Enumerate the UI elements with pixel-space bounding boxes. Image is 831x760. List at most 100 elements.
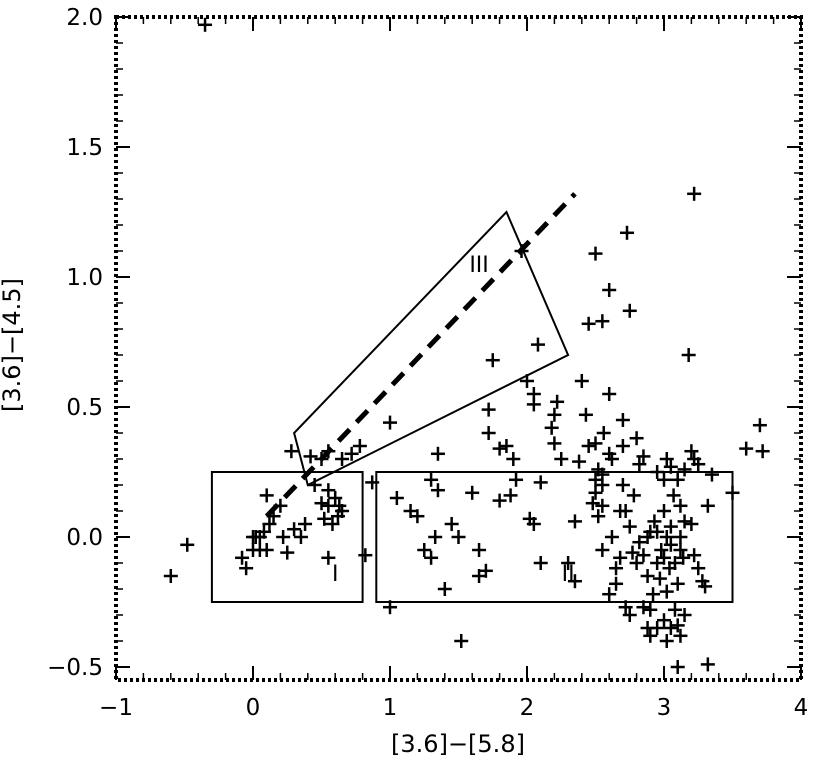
y-axis-title: [3.6]−[4.5] xyxy=(0,278,26,412)
data-point xyxy=(684,517,699,531)
data-point xyxy=(643,602,658,617)
data-point xyxy=(550,394,565,409)
data-point xyxy=(615,478,630,492)
data-point xyxy=(667,556,682,570)
data-point xyxy=(454,634,469,648)
data-point xyxy=(663,621,678,635)
region-I-label: I xyxy=(332,562,339,587)
data-point xyxy=(663,459,678,474)
data-point xyxy=(547,407,562,422)
data-point xyxy=(650,524,665,539)
data-point xyxy=(755,444,770,459)
data-point xyxy=(239,561,254,576)
data-point xyxy=(698,579,713,594)
data-point xyxy=(430,483,445,498)
data-point xyxy=(259,543,274,557)
data-point xyxy=(609,561,624,576)
data-point xyxy=(410,509,425,524)
data-point xyxy=(554,452,569,466)
data-point xyxy=(383,600,397,615)
data-point xyxy=(618,600,633,615)
data-point xyxy=(314,496,329,511)
data-point xyxy=(632,535,647,550)
data-point xyxy=(615,413,630,427)
data-point xyxy=(620,225,635,240)
data-point xyxy=(273,498,288,513)
data-point xyxy=(640,569,655,583)
region-III-box xyxy=(292,210,570,487)
data-point xyxy=(588,246,603,261)
data-point xyxy=(287,522,302,537)
data-point xyxy=(451,530,466,544)
data-point xyxy=(670,618,685,633)
data-point xyxy=(657,504,671,518)
data-point xyxy=(298,517,313,531)
plot-frame xyxy=(114,15,803,682)
data-point xyxy=(520,374,534,388)
data-point xyxy=(647,514,662,529)
y-tick-label: 2.0 xyxy=(66,5,103,31)
data-point xyxy=(321,483,336,498)
data-point xyxy=(572,454,587,469)
data-point xyxy=(636,600,651,615)
data-point xyxy=(514,244,529,258)
data-point xyxy=(499,439,514,453)
data-point xyxy=(509,472,524,487)
data-point xyxy=(266,509,281,524)
data-point xyxy=(673,498,688,513)
data-point xyxy=(235,550,250,565)
data-point xyxy=(526,517,541,531)
data-point xyxy=(677,608,692,622)
data-point xyxy=(591,462,606,477)
data-point xyxy=(259,488,274,503)
data-point xyxy=(602,283,617,297)
x-tick-label: 4 xyxy=(794,695,809,721)
data-point xyxy=(604,452,619,466)
data-point xyxy=(478,563,493,578)
data-point xyxy=(533,475,548,490)
data-point xyxy=(609,576,624,591)
data-point xyxy=(684,444,699,459)
data-point xyxy=(659,530,674,544)
data-point xyxy=(676,550,691,565)
data-point xyxy=(650,465,665,479)
data-point xyxy=(492,441,507,456)
data-point xyxy=(700,657,715,672)
data-point xyxy=(417,543,432,557)
data-point xyxy=(629,556,644,570)
data-point xyxy=(670,576,685,591)
data-point xyxy=(284,444,299,459)
x-tick-label: 3 xyxy=(657,695,672,721)
data-point xyxy=(293,530,308,544)
data-point xyxy=(280,545,295,560)
data-point xyxy=(444,517,459,531)
dashed-reference-line xyxy=(264,192,577,518)
data-point xyxy=(604,530,619,544)
data-point xyxy=(659,452,674,466)
data-point xyxy=(332,498,347,513)
data-point xyxy=(437,582,452,596)
y-tick-label: 0.0 xyxy=(66,525,103,551)
data-point xyxy=(389,491,404,505)
data-point xyxy=(383,415,397,430)
y-tick-label: 1.0 xyxy=(66,265,103,291)
data-point xyxy=(613,550,628,565)
data-point xyxy=(595,478,610,492)
data-point xyxy=(472,543,487,557)
data-point xyxy=(198,17,213,32)
plot-border xyxy=(114,15,803,682)
x-tick-label: 2 xyxy=(520,695,535,721)
data-point xyxy=(691,457,706,472)
data-point xyxy=(681,348,696,362)
data-point xyxy=(673,628,688,643)
data-point xyxy=(585,496,600,511)
region-I-box xyxy=(210,471,364,603)
data-point xyxy=(424,472,439,487)
data-point xyxy=(666,488,681,503)
data-point xyxy=(602,587,617,602)
data-point xyxy=(704,467,719,482)
x-tick-label: −1 xyxy=(99,695,133,721)
data-point xyxy=(752,418,767,433)
data-point xyxy=(578,407,593,422)
